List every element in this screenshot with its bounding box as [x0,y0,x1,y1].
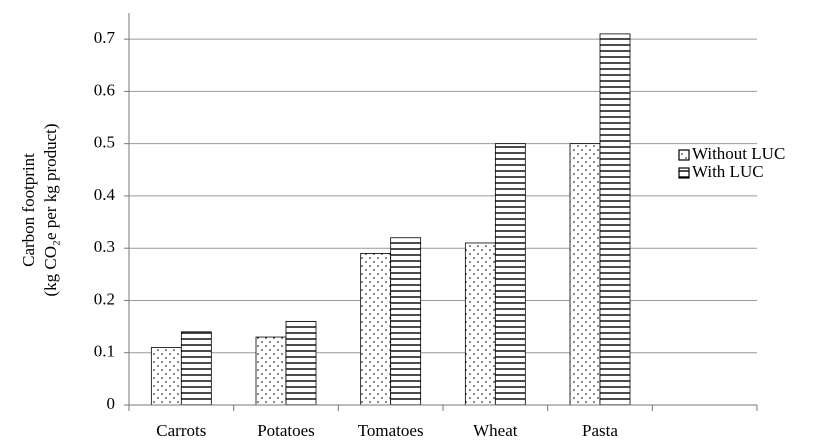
y-tick-label: 0 [107,394,116,413]
y-axis-label: Carbon footprint [19,153,38,267]
bar [360,253,392,406]
bar [464,242,496,406]
y-tick-label: 0.5 [94,133,115,152]
bar [150,347,182,406]
y-tick-label: 0.7 [94,28,116,47]
x-tick-label: Pasta [582,421,618,440]
bar [569,143,601,406]
y-tick-label: 0.6 [94,80,115,99]
bar [494,143,526,406]
bar [180,331,212,406]
bar [390,237,422,406]
x-tick-label: Potatoes [257,421,315,440]
bar [599,33,631,406]
y-axis-label: (kg CO₂e per kg product) [41,123,60,296]
legend-swatch [678,167,690,179]
y-tick-label: 0.3 [94,237,115,256]
legend-swatch [678,149,690,161]
y-tick-label: 0.2 [94,289,115,308]
y-tick-label: 0.4 [94,185,116,204]
bar [255,336,287,406]
legend-label: With LUC [692,162,764,181]
x-tick-label: Tomatoes [358,421,424,440]
y-tick-label: 0.1 [94,342,115,361]
legend-label: Without LUC [692,144,785,163]
bar [285,320,317,406]
x-tick-label: Wheat [473,421,518,440]
x-tick-label: Carrots [156,421,206,440]
